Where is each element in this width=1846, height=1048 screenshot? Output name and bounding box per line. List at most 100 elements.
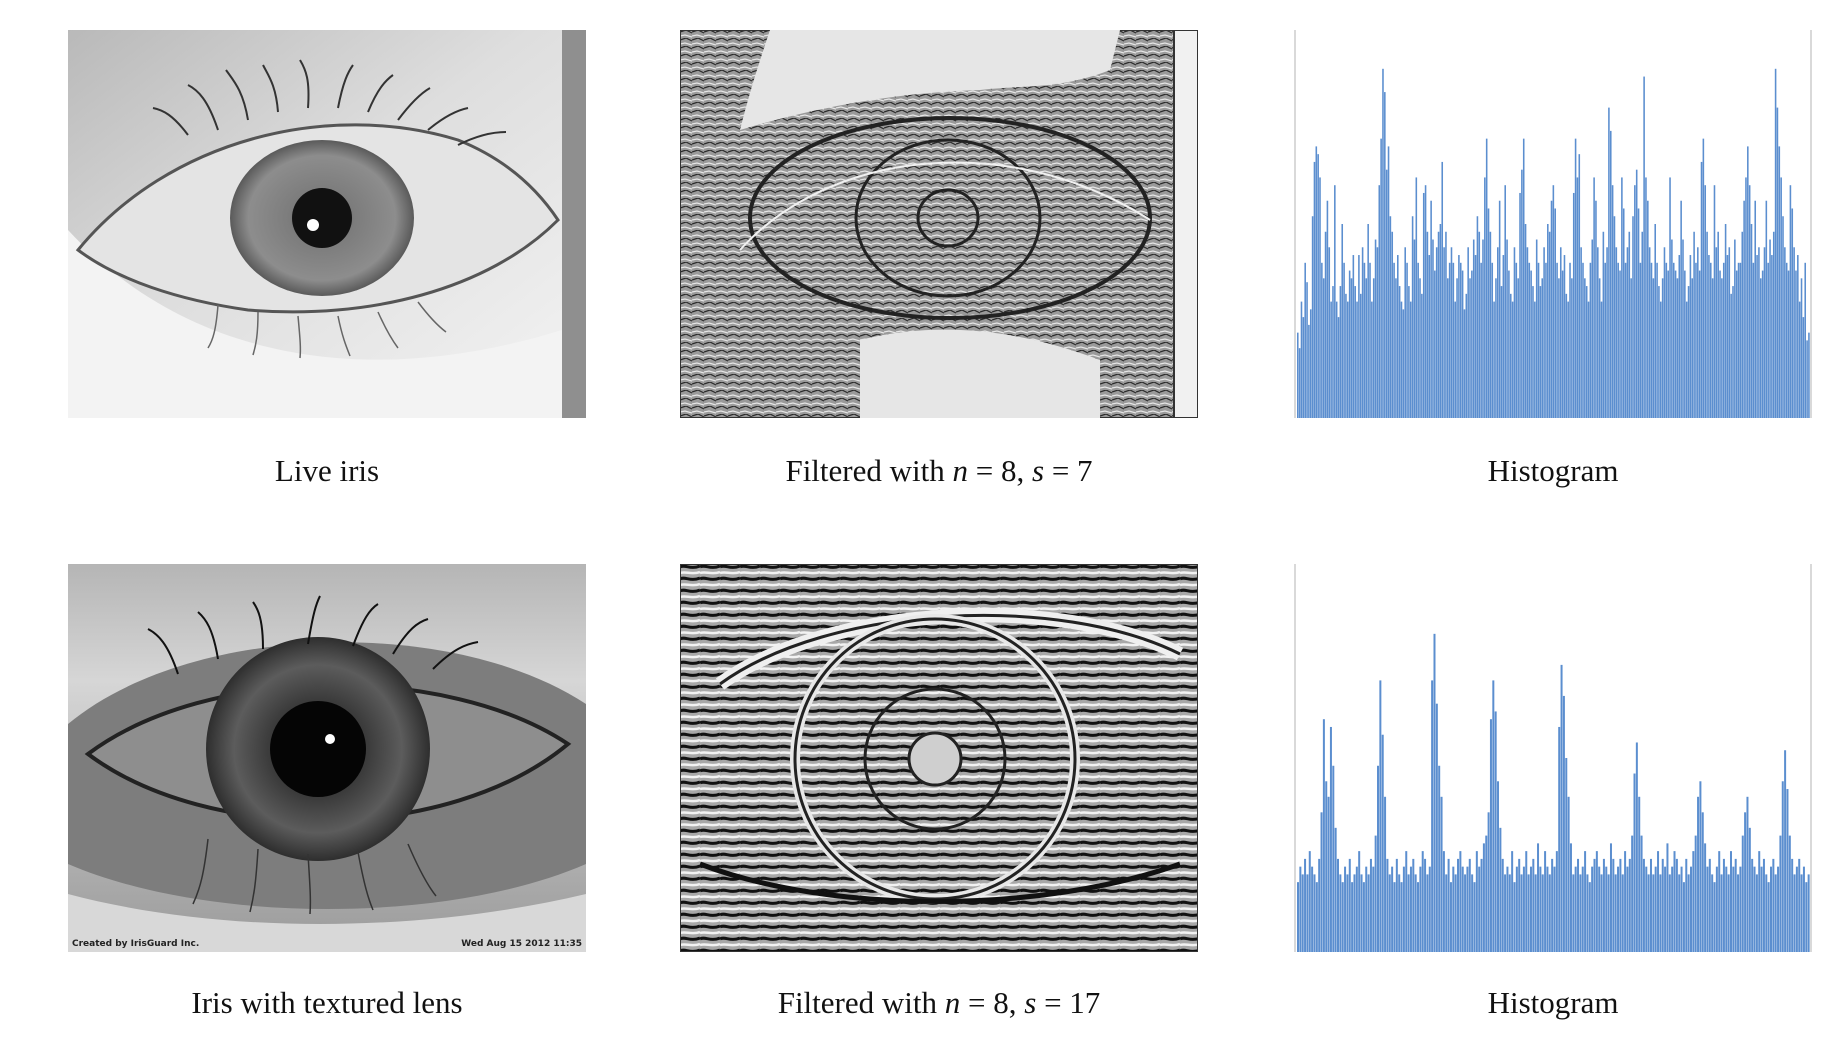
histogram-bar	[1521, 169, 1523, 418]
histogram-bar	[1421, 293, 1423, 418]
histogram-bar	[1664, 866, 1667, 952]
histogram-bar	[1476, 216, 1479, 418]
histogram-bar	[1352, 255, 1355, 418]
histogram-bar	[1741, 231, 1744, 418]
histogram-bar	[1746, 796, 1749, 952]
histogram-bar	[1547, 224, 1549, 418]
histogram-right-edge	[1810, 30, 1812, 418]
histogram-bar	[1489, 231, 1492, 418]
histogram-bar	[1539, 866, 1542, 952]
histogram-bar	[1297, 332, 1299, 418]
histogram-bar	[1356, 301, 1358, 418]
histogram-bar	[1565, 758, 1568, 952]
histogram-bar	[1532, 858, 1535, 952]
histogram-bar	[1672, 262, 1675, 418]
histogram-bar	[1772, 858, 1775, 952]
histogram-bar	[1734, 239, 1736, 418]
histogram-bar	[1695, 262, 1697, 418]
histogram-bar	[1691, 278, 1694, 418]
histogram-bar	[1435, 247, 1438, 418]
histogram-bar	[1684, 270, 1686, 418]
histogram-bar	[1447, 858, 1450, 952]
histogram-bar	[1313, 874, 1316, 952]
histogram-bar	[1335, 301, 1338, 418]
histogram-bar	[1473, 882, 1476, 952]
histogram-bar	[1669, 177, 1671, 418]
histogram-right-edge	[1810, 564, 1812, 952]
histogram-bar	[1559, 247, 1562, 418]
histogram-bar	[1661, 278, 1664, 418]
histogram-bar	[1478, 231, 1481, 418]
caption-filtered-textured: Filtered with n = 8, s = 17	[589, 984, 1289, 1021]
histogram-bar	[1430, 200, 1432, 418]
histogram-bar	[1414, 874, 1417, 952]
histogram-bar	[1525, 851, 1528, 952]
histogram-bar	[1329, 726, 1332, 952]
filtered-live-iris-image	[680, 30, 1198, 418]
histogram-bar	[1668, 874, 1671, 952]
histogram-bar	[1567, 796, 1570, 952]
histogram-bar	[1409, 866, 1412, 952]
histogram-bar	[1499, 827, 1502, 952]
histogram-bar	[1602, 231, 1605, 418]
histogram-bar	[1424, 858, 1427, 952]
histogram-bar	[1556, 262, 1558, 418]
histogram-bar	[1565, 293, 1568, 418]
histogram-bar	[1747, 146, 1749, 418]
histogram-bar	[1805, 882, 1808, 952]
histogram-bar	[1358, 851, 1361, 952]
histogram-bar	[1400, 301, 1403, 418]
histogram-bar	[1558, 278, 1560, 418]
histogram-bar	[1698, 270, 1701, 418]
histogram-bar	[1298, 348, 1301, 418]
histogram-bar	[1504, 874, 1507, 952]
histogram-bar	[1526, 247, 1529, 418]
stamp-right: Wed Aug 15 2012 11:35	[461, 939, 582, 949]
histogram-bar	[1634, 185, 1636, 418]
histogram-bar	[1411, 216, 1414, 418]
histogram-bar	[1511, 851, 1514, 952]
histogram-bar	[1591, 866, 1594, 952]
histogram-bar	[1475, 851, 1478, 952]
histogram-bar	[1535, 239, 1538, 418]
histogram-bar	[1548, 874, 1551, 952]
histogram-bar	[1786, 789, 1789, 952]
histogram-bar	[1534, 874, 1537, 952]
histogram-bar	[1351, 882, 1354, 952]
histogram-bar	[1715, 247, 1718, 418]
histogram-bar	[1685, 301, 1688, 418]
histogram-bar	[1447, 278, 1449, 418]
histogram-bar	[1671, 239, 1673, 418]
caption-text: Histogram	[1487, 985, 1619, 1020]
histogram-bar	[1582, 262, 1584, 418]
histogram-bar	[1609, 843, 1612, 952]
histogram-bar	[1448, 262, 1451, 418]
histogram-bar	[1346, 874, 1349, 952]
histogram-bar	[1484, 177, 1486, 418]
histogram-bar	[1374, 239, 1377, 418]
histogram-bar	[1807, 874, 1810, 952]
caption-n-symbol: n	[952, 453, 969, 488]
histogram-bar	[1428, 255, 1431, 418]
histogram-bar	[1776, 107, 1779, 418]
histogram-bar	[1624, 851, 1627, 952]
histogram-bar	[1617, 866, 1620, 952]
histogram-bar	[1344, 866, 1347, 952]
histogram-bar	[1687, 874, 1690, 952]
histogram-bar	[1732, 866, 1735, 952]
histogram-bar	[1332, 765, 1335, 952]
histogram-bar	[1708, 858, 1711, 952]
histogram-bar	[1661, 858, 1664, 952]
histogram-bar	[1657, 851, 1660, 952]
histogram-bar	[1459, 851, 1462, 952]
histogram-bar	[1480, 262, 1482, 418]
histogram-bars	[1297, 68, 1810, 418]
histogram-bar	[1772, 231, 1775, 418]
histogram-bar	[1433, 633, 1436, 952]
histogram-bar	[1384, 92, 1386, 418]
histogram-bar	[1345, 293, 1347, 418]
histogram-bar	[1642, 858, 1645, 952]
histogram-bar	[1574, 866, 1577, 952]
histogram-bar	[1398, 286, 1401, 418]
histogram-bar	[1492, 680, 1495, 952]
